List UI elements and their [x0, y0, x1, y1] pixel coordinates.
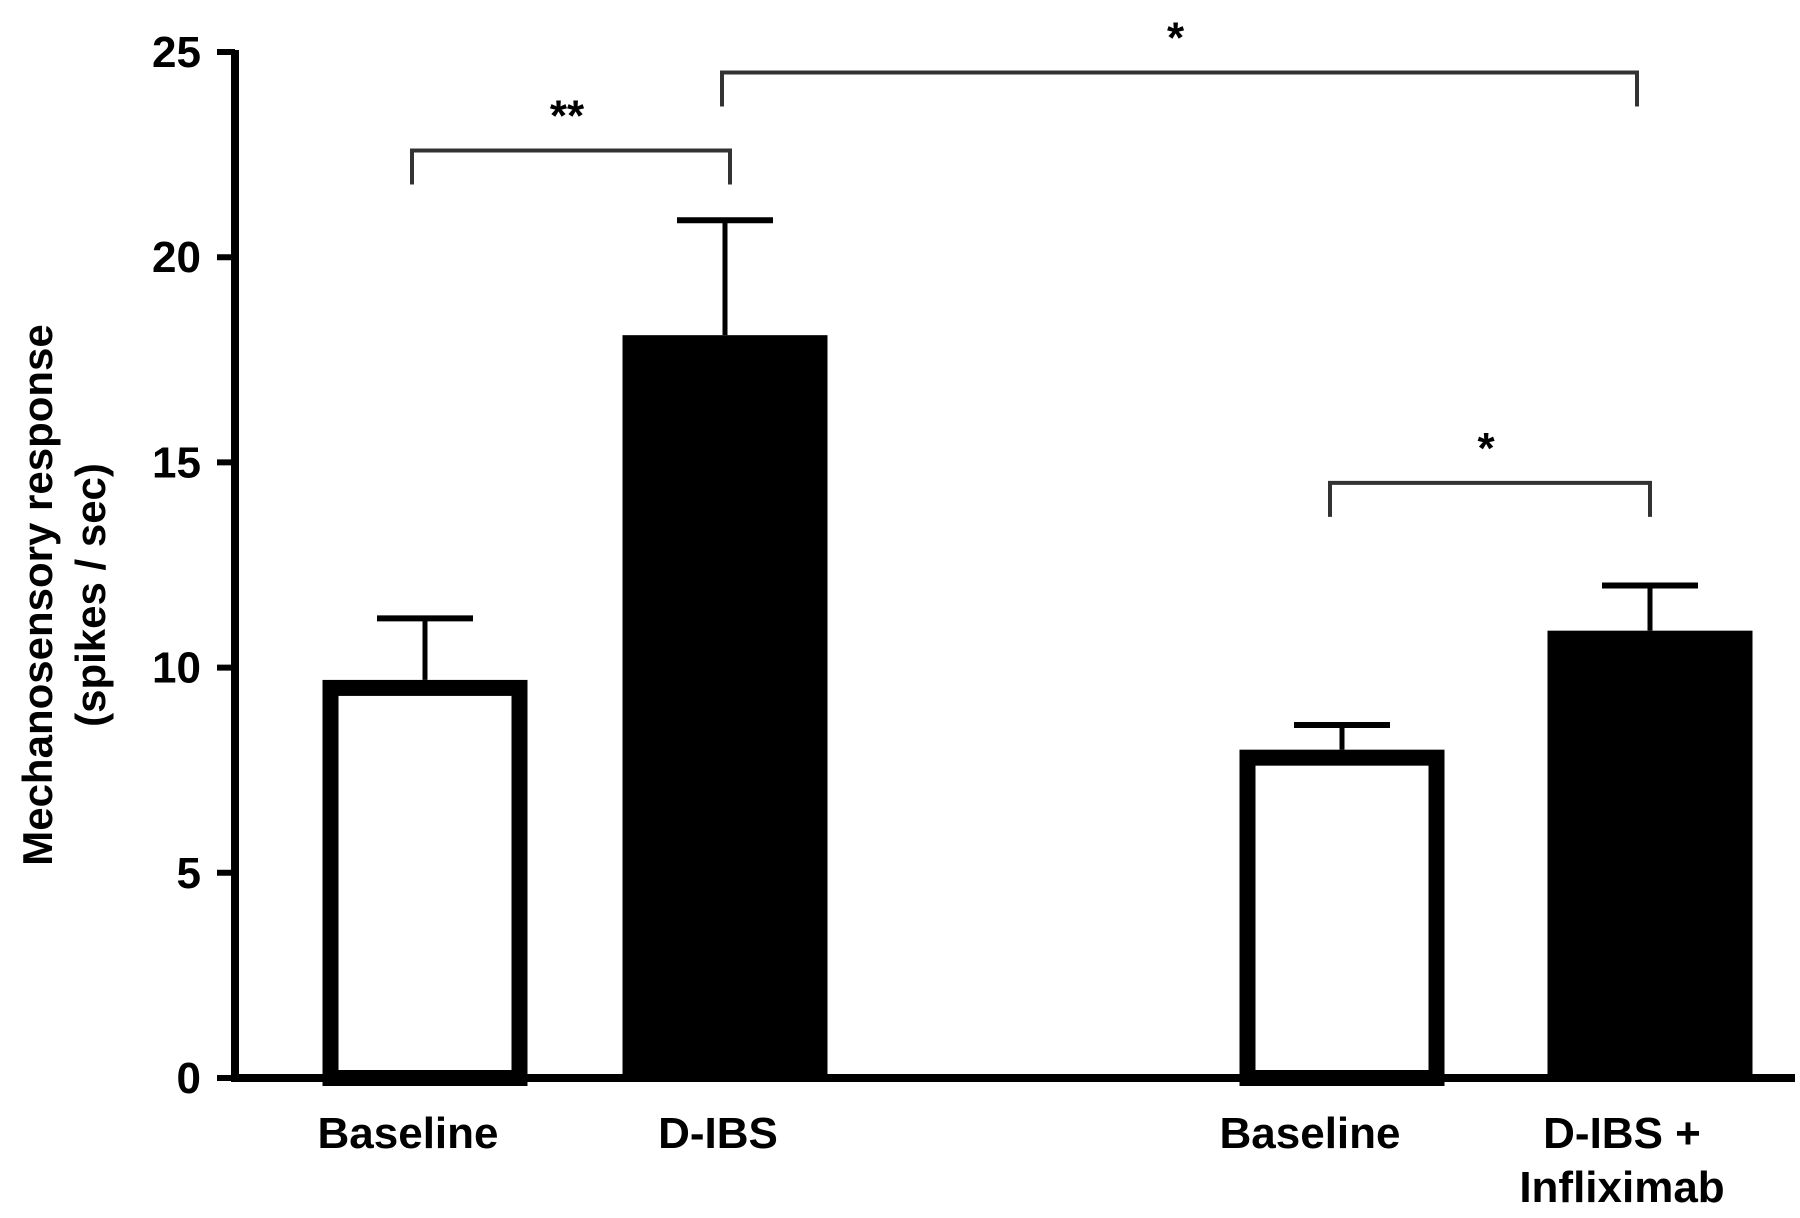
error-bars [377, 217, 1698, 750]
significance-bracket [410, 148, 732, 185]
category-label: D-IBS [658, 1109, 778, 1158]
bar [322, 679, 528, 1086]
y-tick-label: 25 [152, 28, 201, 77]
y-axis-label-line: (spikes / sec) [67, 463, 114, 727]
significance-bracket [1328, 480, 1652, 517]
y-axis-label: Mechanosensory response (spikes / sec) [14, 324, 114, 866]
bars [322, 335, 1753, 1086]
bar [1239, 749, 1445, 1086]
category-label: Baseline [1220, 1109, 1401, 1158]
y-tick-label: 10 [152, 644, 201, 693]
bar [1547, 630, 1753, 1078]
y-axis-label-line: Mechanosensory response [14, 324, 61, 866]
significance-label: ** [550, 91, 585, 140]
significance-brackets: **** [410, 14, 1652, 517]
category-label: Baseline [318, 1109, 499, 1158]
y-tick-label: 20 [152, 233, 201, 282]
bar [622, 335, 828, 1078]
category-label: Infliximab [1519, 1163, 1724, 1212]
y-tick-label: 5 [177, 849, 201, 898]
significance-label: * [1477, 424, 1495, 473]
significance-bracket [720, 70, 1639, 107]
category-labels: Baseline D-IBS Baseline D-IBS + Infliximab [318, 1109, 1725, 1212]
category-label: D-IBS + [1543, 1109, 1701, 1158]
y-tick-label: 0 [177, 1054, 201, 1103]
significance-label: * [1167, 14, 1185, 63]
y-tick-label: 15 [152, 438, 201, 487]
